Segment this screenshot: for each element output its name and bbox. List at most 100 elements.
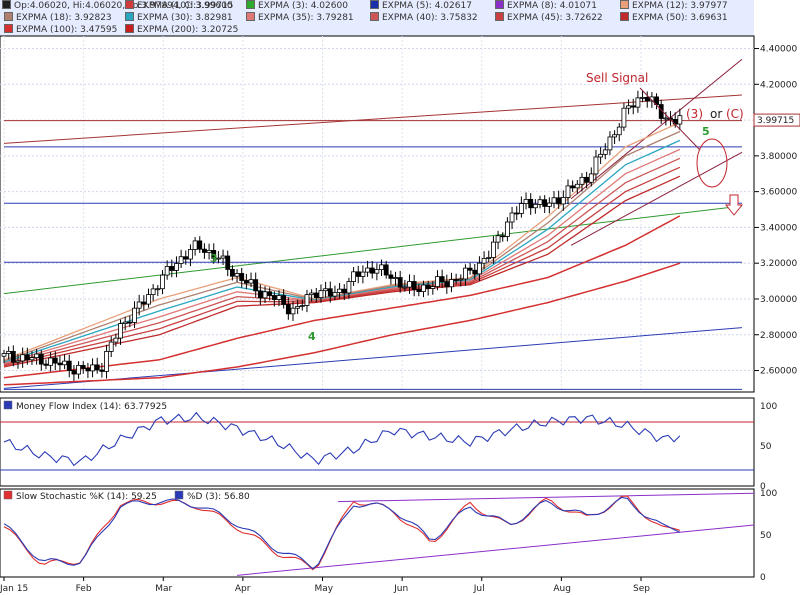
x-tick-label: Feb	[76, 584, 92, 594]
candle-body	[327, 288, 333, 297]
candle-body	[174, 263, 179, 271]
legend-label: EXPMA (5): 4.02617	[382, 1, 472, 11]
y-tick-label: 2.80000	[760, 331, 797, 341]
candle-body	[388, 274, 394, 279]
candle-body	[593, 156, 599, 175]
ema-line	[3, 157, 681, 366]
candle-body	[514, 212, 520, 215]
candle-body	[369, 267, 375, 274]
candle-body	[551, 197, 557, 204]
y-tick-label: 3.40000	[760, 223, 797, 233]
legend-ema-0: EXPMA (10): 3.99600	[125, 0, 233, 12]
candle-body	[509, 212, 515, 223]
candle-body	[104, 351, 109, 372]
stoch-k-label: Slow Stochastic %K (14): 59.25	[16, 492, 157, 502]
candle-body	[20, 354, 26, 362]
candle-body	[379, 264, 384, 271]
legend-label: EXPMA (10): 3.99600	[137, 1, 233, 11]
legend-label: EXPMA (50): 3.69631	[632, 13, 728, 23]
candle-body	[24, 354, 30, 361]
candle-body	[155, 288, 161, 291]
candle-body	[588, 173, 594, 183]
mfi-y-tick: 0	[760, 482, 766, 492]
trendline	[3, 205, 743, 295]
ema-line	[3, 121, 681, 361]
candle-body	[10, 350, 16, 363]
candle-body	[52, 357, 58, 364]
candle-body	[425, 284, 431, 289]
candle-body	[421, 284, 426, 293]
candle-body	[76, 365, 81, 375]
candle-body	[463, 267, 468, 280]
mfi-line	[3, 411, 681, 467]
legend-ema-5: EXPMA (18): 3.92823	[4, 12, 112, 24]
legend-ema-1: EXPMA (3): 4.02600	[246, 0, 348, 12]
legend-ema-3: EXPMA (8): 4.01071	[495, 0, 597, 12]
ema-line	[3, 148, 681, 365]
candle-body	[299, 305, 305, 307]
candle-body	[458, 278, 464, 281]
legend-swatch	[370, 12, 379, 21]
candle-body	[122, 321, 128, 324]
candle-body	[532, 203, 538, 209]
candle-body	[229, 269, 235, 277]
candle-body	[616, 126, 622, 136]
legend-label: EXPMA (8): 4.01071	[507, 1, 597, 11]
candle-body	[677, 115, 683, 125]
sell-signal-label: Sell Signal	[586, 71, 648, 85]
candle-body	[267, 291, 273, 296]
candle-body	[108, 341, 114, 352]
candle-body	[262, 291, 268, 299]
candle-body	[85, 368, 91, 372]
candle-body	[504, 221, 510, 237]
candle-body	[402, 286, 408, 289]
candle-body	[243, 280, 249, 284]
legend-swatch	[495, 0, 504, 9]
wave-5-label: 5	[702, 125, 710, 138]
legend-ema-2: EXPMA (5): 4.02617	[370, 0, 472, 12]
candle-body	[169, 266, 175, 271]
candle-body	[337, 288, 342, 293]
candle-body	[635, 97, 641, 108]
legend-ema-6: EXPMA (30): 3.82981	[125, 12, 233, 24]
ema-line	[3, 130, 681, 362]
candle-body	[318, 290, 324, 299]
candle-body	[495, 235, 501, 243]
candle-body	[192, 240, 198, 250]
candle-body	[281, 295, 287, 305]
candle-body	[38, 353, 44, 365]
ema-line	[3, 139, 681, 363]
candle-body	[313, 292, 319, 298]
legend-swatch	[495, 12, 504, 21]
candle-body	[579, 176, 585, 185]
legend-swatch	[2, 0, 11, 9]
candle-body	[602, 149, 608, 155]
candle-body	[127, 321, 133, 324]
candle-body	[435, 276, 440, 287]
candle-body	[355, 271, 361, 277]
y-tick-label: 2.60000	[760, 367, 797, 377]
x-tick-label: Aug	[553, 584, 571, 594]
candle-body	[118, 323, 123, 339]
candle-body	[560, 197, 566, 205]
stoch-d-label: %D (3): 56.80	[187, 492, 250, 502]
wave-3-open-label: (3)	[686, 107, 703, 121]
ema-line-expma-100-	[3, 215, 681, 379]
candle-body	[150, 288, 156, 296]
y-tick-label: 3.00000	[760, 295, 797, 305]
candle-body	[574, 183, 580, 189]
stoch-k-line	[3, 495, 681, 571]
mfi-swatch	[3, 400, 13, 410]
candle-body	[309, 292, 315, 296]
legend-label: EXPMA (40): 3.75832	[382, 13, 478, 23]
candle-body	[295, 305, 301, 309]
stoch-y-tick: 0	[760, 573, 766, 583]
sell-signal-pointer	[639, 87, 701, 151]
candle-body	[285, 304, 291, 315]
candle-body	[80, 365, 86, 369]
candle-body	[341, 288, 347, 294]
candle-body	[48, 357, 54, 366]
candle-body	[630, 105, 636, 108]
candle-body	[188, 249, 193, 260]
